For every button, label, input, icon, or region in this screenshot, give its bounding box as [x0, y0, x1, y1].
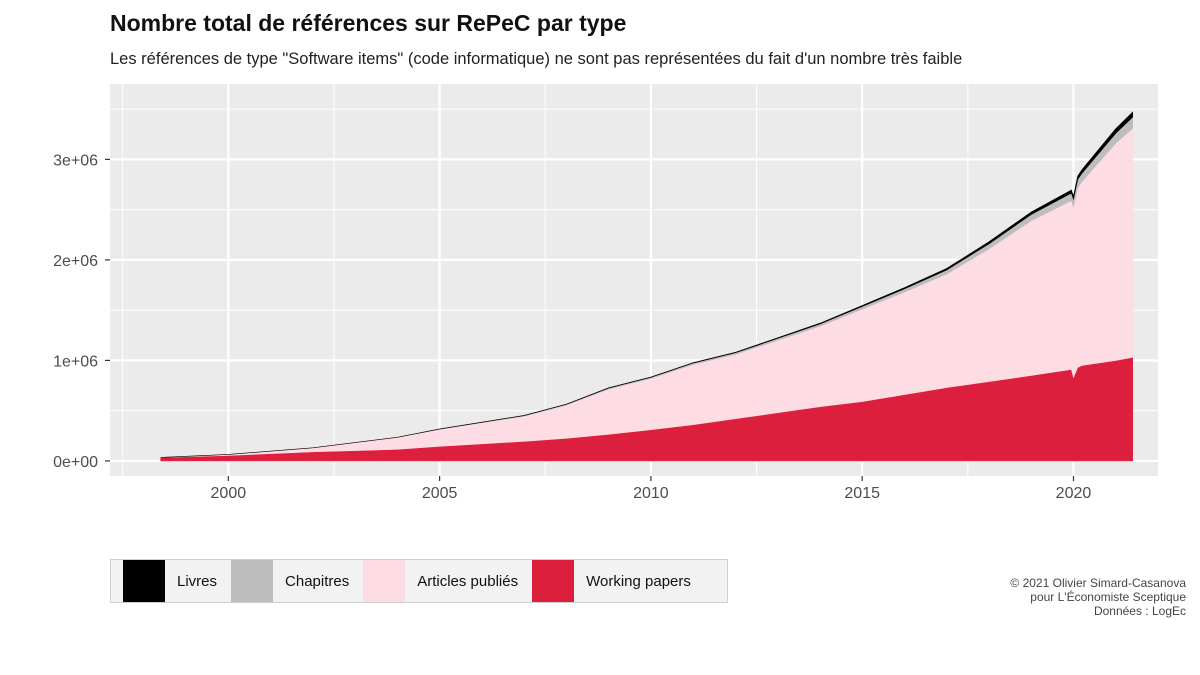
legend-swatch-articles: [363, 560, 406, 602]
x-tick-label: 2015: [844, 485, 880, 502]
caption: © 2021 Olivier Simard-Casanova pour L'Éc…: [1010, 576, 1186, 618]
legend-swatch-working-papers: [532, 560, 575, 602]
chart-subtitle: Les références de type "Software items" …: [110, 50, 963, 68]
area-layers: [160, 111, 1133, 462]
stacked-area-chart: 2000 2005 2010 2015 2020 0e+00 1e+06 2e+06 3e+06: [53, 84, 1158, 502]
legend-label-working-papers: Working papers: [586, 572, 691, 590]
legend: Livres Chapitres Articles publiés Workin…: [110, 559, 728, 603]
y-tick-label: 1e+06: [53, 353, 98, 370]
axes: 2000 2005 2010 2015 2020 0e+00 1e+06 2e+06 3e+06: [53, 152, 1091, 502]
x-tick-label: 2000: [211, 485, 247, 502]
chart-title: Nombre total de références sur RePeC par…: [110, 10, 627, 36]
legend-item-working-papers: Working papers: [532, 559, 705, 603]
caption-line-1: © 2021 Olivier Simard-Casanova: [1010, 576, 1186, 590]
legend-swatch-livres: [123, 560, 165, 602]
legend-item-livres: Livres: [123, 559, 231, 603]
legend-swatch-chapitres: [231, 560, 274, 602]
y-tick-label: 0e+00: [53, 454, 98, 471]
x-tick-label: 2010: [633, 485, 669, 502]
caption-line-3: Données : LogEc: [1093, 604, 1186, 618]
legend-label-chapitres: Chapitres: [285, 572, 350, 590]
x-tick-label: 2005: [422, 485, 458, 502]
y-tick-label: 3e+06: [53, 152, 98, 169]
legend-label-articles: Articles publiés: [417, 572, 519, 590]
legend-item-articles: Articles publiés: [363, 559, 532, 603]
legend-item-chapitres: Chapitres: [231, 559, 363, 603]
caption-line-2: pour L'Économiste Sceptique: [1030, 590, 1186, 604]
x-tick-label: 2020: [1056, 485, 1092, 502]
area-livres: [160, 111, 1133, 458]
legend-label-livres: Livres: [177, 572, 218, 590]
y-tick-label: 2e+06: [53, 253, 98, 270]
